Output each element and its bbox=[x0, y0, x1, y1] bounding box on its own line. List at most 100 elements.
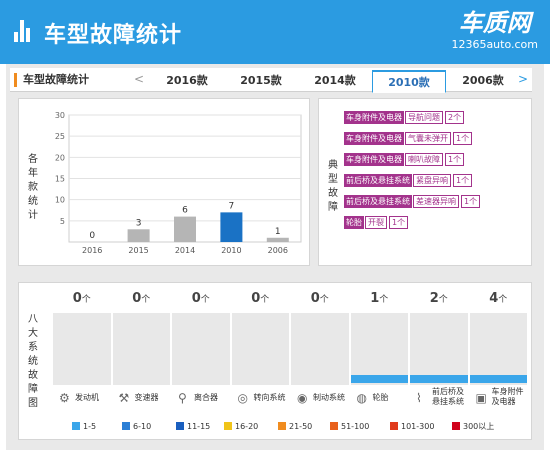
legend-item: 300以上 bbox=[452, 422, 494, 432]
system-name: 变速器 bbox=[134, 393, 159, 402]
y-tick-label: 15 bbox=[55, 175, 65, 184]
steering-icon: ◎ bbox=[237, 391, 248, 405]
fault-name: 差速器异响 bbox=[413, 195, 459, 208]
next-arrow-icon[interactable]: > bbox=[517, 72, 528, 86]
y-tick-label: 30 bbox=[55, 111, 65, 120]
system-bar-area bbox=[172, 313, 230, 385]
fault-item[interactable]: 车身附件及电器 导航问题 2个 bbox=[344, 111, 465, 124]
system-column[interactable]: 0个 ⚙ 发动机 bbox=[53, 283, 111, 405]
system-level-bar bbox=[469, 375, 527, 383]
system-column[interactable]: 1个 ◍ 轮胎 bbox=[350, 283, 408, 405]
system-name: 发动机 bbox=[75, 393, 99, 402]
data-label-2010: 7 bbox=[229, 201, 235, 211]
fault-item[interactable]: 车身附件及电器 喇叭故障 1个 bbox=[344, 153, 465, 166]
system-column[interactable]: 4个 ▣ 车身附件及电器 bbox=[469, 283, 527, 406]
system-bar-area bbox=[469, 313, 527, 385]
fault-item[interactable]: 车身附件及电器 气囊未弹开 1个 bbox=[344, 132, 473, 145]
data-label-2014: 6 bbox=[182, 206, 188, 216]
tab-2014[interactable]: 2014款 bbox=[314, 74, 356, 87]
system-count: 0个 bbox=[132, 291, 151, 306]
body-electrical-icon: ▣ bbox=[475, 391, 487, 405]
legend-label: 16-20 bbox=[235, 422, 259, 431]
system-count: 0个 bbox=[72, 291, 91, 306]
x-tick-label-2006: 2006 bbox=[268, 246, 288, 255]
legend-item: 21-50 bbox=[278, 422, 312, 432]
fault-name: 喇叭故障 bbox=[405, 153, 443, 166]
system-column[interactable]: 0个 ◉ 制动系统 bbox=[291, 283, 349, 405]
system-bar-area bbox=[350, 313, 408, 385]
legend-swatch bbox=[278, 422, 286, 430]
fault-name: 气囊未弹开 bbox=[405, 132, 451, 145]
system-label: ◍ 轮胎 bbox=[351, 385, 409, 413]
site-logo[interactable]: 车质网 12365auto.com bbox=[451, 9, 538, 51]
system-name: 制动系统 bbox=[313, 393, 345, 402]
system-column[interactable]: 0个 ⚲ 离合器 bbox=[172, 283, 230, 405]
legend-item: 101-300 bbox=[390, 422, 434, 432]
x-tick-label-2015: 2015 bbox=[128, 246, 148, 255]
legend-label: 21-50 bbox=[289, 422, 313, 431]
tab-2006[interactable]: 2006款 bbox=[462, 74, 504, 87]
engine-icon: ⚙ bbox=[59, 391, 70, 405]
legend-swatch bbox=[176, 422, 184, 430]
system-name: 离合器 bbox=[194, 393, 218, 402]
bar-2010 bbox=[220, 212, 243, 242]
tab-2015[interactable]: 2015款 bbox=[240, 74, 282, 87]
system-count: 4个 bbox=[489, 291, 508, 306]
system-column[interactable]: 0个 ⚒ 变速器 bbox=[112, 283, 170, 405]
legend-item: 11-15 bbox=[176, 422, 210, 432]
bar-2015 bbox=[127, 229, 150, 242]
suspension-icon: ⌇ bbox=[416, 391, 422, 405]
system-name: 车身附件及电器 bbox=[491, 387, 524, 406]
legend-swatch bbox=[122, 422, 130, 430]
year-chart-panel: 各年款统计 5 10 15 20 25 30 0 2016 3 2015 6 2014 7 2010 1 20… bbox=[18, 98, 310, 266]
system-count: 2个 bbox=[429, 291, 448, 306]
legend-item: 6-10 bbox=[122, 422, 151, 432]
page-header: 车型故障统计 车质网 12365auto.com bbox=[0, 0, 550, 64]
tab-2016[interactable]: 2016款 bbox=[166, 74, 208, 87]
brake-icon: ◉ bbox=[297, 391, 308, 405]
legend-label: 6-10 bbox=[133, 422, 152, 431]
legend-item: 16-20 bbox=[224, 422, 258, 432]
legend-label: 51-100 bbox=[341, 422, 370, 431]
system-column[interactable]: 2个 ⌇ 前后桥及悬挂系统 bbox=[410, 283, 468, 406]
gearbox-icon: ⚒ bbox=[118, 391, 130, 405]
systems-panel: 八大系统故障图 0个 ⚙ 发动机 0个 ⚒ 变速器 0个 ⚲ 离合器 0个 ◎ 转向系统 0个 ◉ 制动系统… bbox=[18, 282, 532, 440]
data-label-2006: 1 bbox=[275, 227, 281, 237]
system-count: 0个 bbox=[310, 291, 329, 306]
system-bar-area bbox=[410, 313, 468, 385]
legend-swatch bbox=[330, 422, 338, 430]
system-bar-area bbox=[231, 313, 289, 385]
fault-count: 1个 bbox=[445, 153, 465, 166]
year-bar-chart: 5 10 15 20 25 30 0 2016 3 2015 6 2014 7 2010 1 2006 bbox=[55, 111, 302, 255]
bar-chart-icon bbox=[14, 20, 34, 42]
system-label: ◉ 制动系统 bbox=[291, 385, 349, 413]
year-tab-bar: 车型故障统计 < 2016款 2015款 2014款 2010款 2006款 > bbox=[10, 68, 532, 93]
system-name: 转向系统 bbox=[253, 393, 286, 402]
fault-name: 开裂 bbox=[365, 216, 387, 229]
tab-2010[interactable]: 2010款 bbox=[372, 70, 446, 93]
fault-item[interactable]: 轮胎 开裂 1个 bbox=[344, 216, 409, 229]
prev-arrow-icon[interactable]: < bbox=[134, 72, 145, 86]
fault-count: 1个 bbox=[453, 174, 473, 187]
legend-swatch bbox=[72, 422, 80, 430]
fault-count: 1个 bbox=[389, 216, 409, 229]
fault-category: 轮胎 bbox=[344, 216, 364, 229]
system-column[interactable]: 0个 ◎ 转向系统 bbox=[231, 283, 289, 405]
section-title: 车型故障统计 bbox=[14, 73, 89, 87]
legend-swatch bbox=[390, 422, 398, 430]
fault-item[interactable]: 前后桥及悬挂系统 差速器异响 1个 bbox=[344, 195, 481, 208]
fault-item[interactable]: 前后桥及悬挂系统 紧盘异响 1个 bbox=[344, 174, 473, 187]
system-label: ⚒ 变速器 bbox=[113, 385, 171, 413]
legend-label: 1-5 bbox=[83, 422, 97, 431]
page-title: 车型故障统计 bbox=[44, 23, 183, 48]
system-label: ◎ 转向系统 bbox=[232, 385, 290, 413]
system-bar-area bbox=[291, 313, 349, 385]
bar-2014 bbox=[174, 216, 196, 242]
clutch-icon: ⚲ bbox=[178, 391, 187, 405]
legend-label: 11-15 bbox=[187, 422, 211, 431]
fault-category: 车身附件及电器 bbox=[344, 153, 404, 166]
legend-item: 51-100 bbox=[330, 422, 369, 432]
system-label: ⚙ 发动机 bbox=[53, 385, 111, 413]
system-label: ▣ 车身附件及电器 bbox=[470, 385, 528, 413]
sys-side-label: 八大系统故障图 bbox=[28, 314, 38, 409]
